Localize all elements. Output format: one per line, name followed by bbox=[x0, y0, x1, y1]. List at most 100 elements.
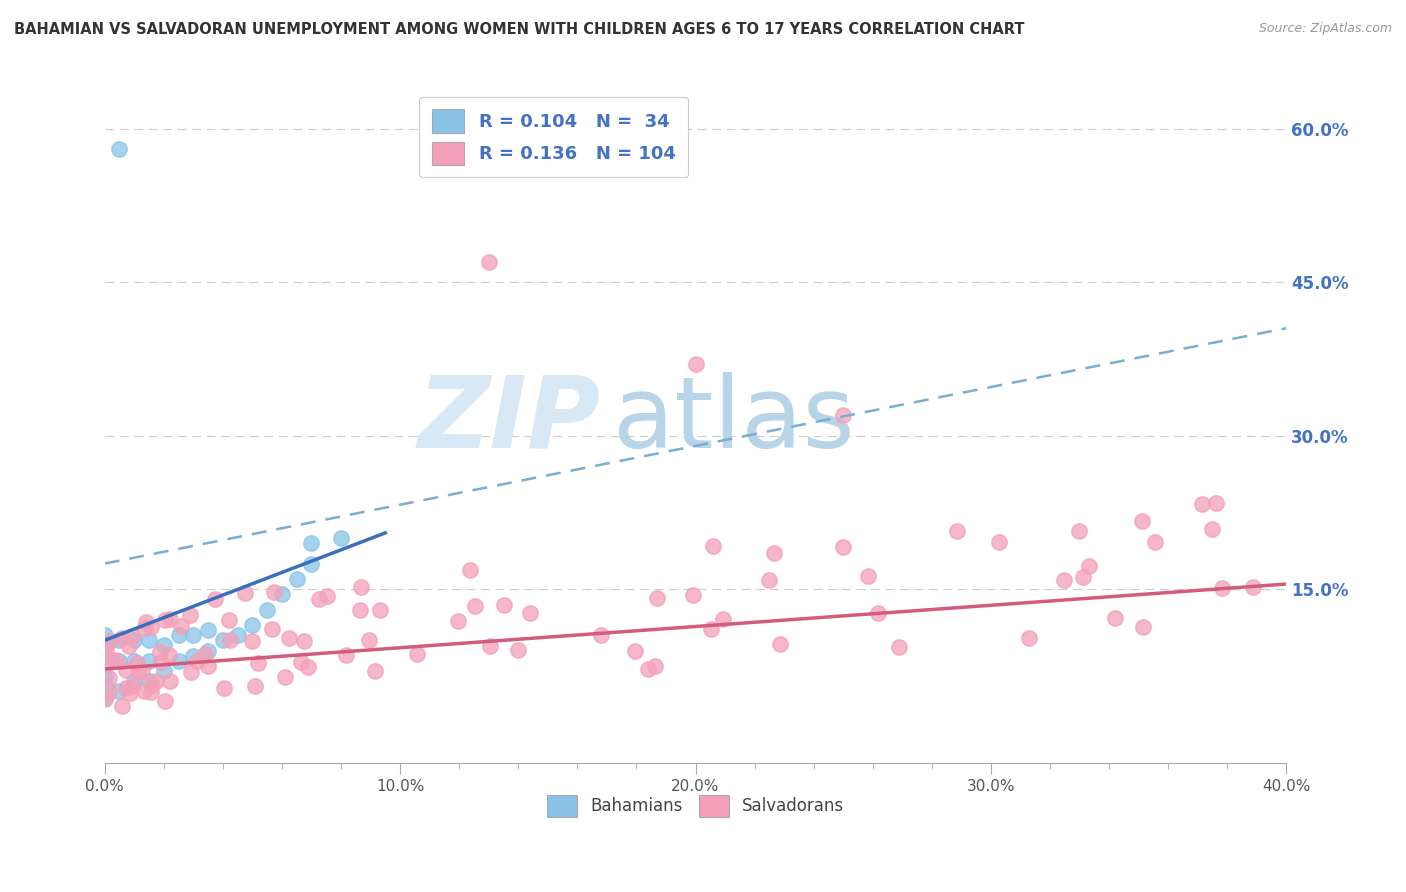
Point bbox=[301, 557, 323, 571]
Point bbox=[292, 634, 315, 648]
Point bbox=[93, 639, 115, 653]
Point bbox=[141, 677, 163, 691]
Point bbox=[120, 686, 142, 700]
Point bbox=[1071, 570, 1094, 584]
Point bbox=[458, 563, 481, 577]
Point bbox=[98, 684, 121, 698]
Point bbox=[644, 659, 666, 673]
Point bbox=[197, 623, 219, 637]
Point bbox=[167, 654, 190, 668]
Point bbox=[285, 572, 308, 586]
Point bbox=[204, 591, 226, 606]
Point bbox=[762, 546, 785, 560]
Point bbox=[316, 589, 339, 603]
Point bbox=[350, 580, 373, 594]
Point bbox=[122, 629, 145, 643]
Point bbox=[290, 656, 312, 670]
Point bbox=[364, 664, 387, 678]
Point bbox=[274, 670, 297, 684]
Point bbox=[197, 658, 219, 673]
Point bbox=[121, 679, 143, 693]
Point bbox=[624, 644, 647, 658]
Point bbox=[197, 643, 219, 657]
Point bbox=[131, 665, 153, 680]
Point bbox=[682, 588, 704, 602]
Point bbox=[240, 633, 263, 648]
Point bbox=[194, 647, 217, 661]
Point bbox=[1053, 573, 1076, 587]
Point bbox=[108, 684, 131, 698]
Point bbox=[349, 603, 371, 617]
Point bbox=[945, 524, 967, 538]
Point bbox=[1241, 580, 1264, 594]
Point bbox=[263, 585, 285, 599]
Point bbox=[186, 654, 208, 668]
Point bbox=[1143, 534, 1166, 549]
Point bbox=[138, 633, 160, 648]
Point bbox=[1205, 495, 1227, 509]
Point bbox=[702, 539, 724, 553]
Point bbox=[159, 612, 181, 626]
Point bbox=[260, 622, 283, 636]
Point bbox=[685, 357, 707, 371]
Point bbox=[141, 684, 163, 698]
Point bbox=[243, 679, 266, 693]
Point bbox=[711, 612, 734, 626]
Point bbox=[122, 654, 145, 668]
Point bbox=[96, 643, 118, 657]
Point bbox=[93, 648, 115, 663]
Point bbox=[93, 669, 115, 683]
Text: Source: ZipAtlas.com: Source: ZipAtlas.com bbox=[1258, 22, 1392, 36]
Point bbox=[1191, 497, 1213, 511]
Point bbox=[118, 639, 141, 653]
Point bbox=[212, 681, 235, 695]
Point bbox=[169, 619, 191, 633]
Point bbox=[111, 631, 134, 645]
Point bbox=[1069, 524, 1091, 538]
Point bbox=[769, 637, 792, 651]
Point bbox=[359, 632, 381, 647]
Point bbox=[647, 591, 669, 606]
Point bbox=[179, 607, 201, 622]
Point bbox=[637, 662, 659, 676]
Point bbox=[181, 648, 204, 663]
Point bbox=[1211, 581, 1233, 595]
Point bbox=[242, 618, 264, 632]
Point bbox=[1078, 559, 1101, 574]
Point bbox=[1018, 631, 1040, 645]
Point bbox=[93, 690, 115, 704]
Point bbox=[1132, 514, 1154, 528]
Point bbox=[246, 656, 269, 670]
Point bbox=[104, 653, 127, 667]
Point bbox=[832, 408, 855, 422]
Point bbox=[149, 645, 172, 659]
Point bbox=[115, 663, 138, 677]
Point bbox=[506, 643, 529, 657]
Point bbox=[233, 586, 256, 600]
Point bbox=[98, 633, 121, 648]
Point bbox=[699, 622, 721, 636]
Point bbox=[134, 621, 156, 635]
Point bbox=[866, 607, 889, 621]
Point bbox=[335, 648, 357, 662]
Point bbox=[141, 620, 163, 634]
Point bbox=[758, 573, 780, 587]
Point bbox=[271, 587, 294, 601]
Point bbox=[464, 599, 486, 613]
Point bbox=[1201, 522, 1223, 536]
Point bbox=[478, 254, 501, 268]
Point bbox=[519, 607, 541, 621]
Point bbox=[111, 698, 134, 713]
Point bbox=[181, 628, 204, 642]
Point bbox=[108, 654, 131, 668]
Point bbox=[150, 656, 173, 670]
Point bbox=[180, 665, 202, 679]
Point bbox=[988, 534, 1011, 549]
Text: atlas: atlas bbox=[613, 372, 855, 469]
Point bbox=[889, 640, 911, 654]
Point bbox=[138, 654, 160, 668]
Point bbox=[127, 664, 149, 678]
Point bbox=[297, 660, 319, 674]
Point bbox=[108, 142, 131, 156]
Point bbox=[478, 639, 501, 653]
